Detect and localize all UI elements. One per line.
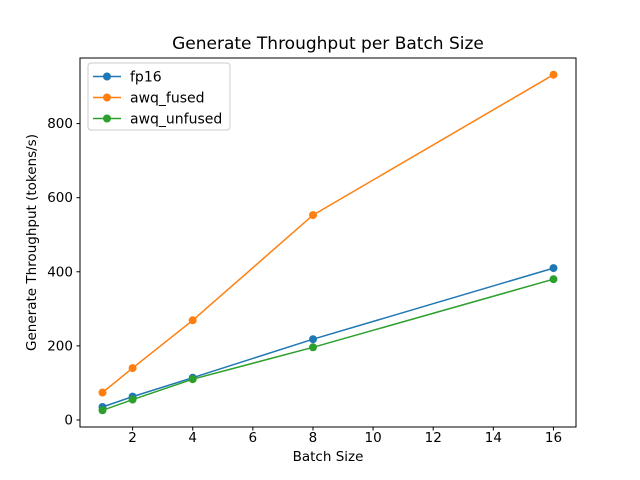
x-tick-label: 2 (128, 430, 137, 446)
axes-spines (79, 57, 577, 428)
plot-area: 2 4 6 8 10 12 14 16 0 200 400 600 800 fp16 awq_fusedaw… (47, 57, 577, 446)
legend-marker-sample (103, 114, 111, 123)
data-point-awq_fused (188, 316, 197, 325)
data-point-fp16 (309, 335, 317, 344)
data-point-awq_unfused (98, 406, 107, 415)
data-point-awq_fused (128, 364, 137, 373)
data-point-awq_fused (549, 70, 558, 79)
x-tick-label: 8 (309, 430, 318, 446)
legend-marker-sample (103, 93, 111, 102)
legend-entry-fp16: fp16 (130, 70, 162, 86)
data-point-awq_fused (309, 211, 317, 220)
legend-marker-sample (103, 72, 111, 81)
x-tick-label: 12 (425, 430, 442, 446)
data-point-awq_unfused (128, 395, 137, 404)
x-tick-label: 4 (188, 430, 197, 446)
data-point-awq_unfused (309, 343, 317, 352)
x-tick-label: 6 (249, 430, 258, 446)
chart-title: Generate Throughput per Batch Size (172, 34, 484, 54)
y-tick-label: 0 (64, 412, 73, 428)
legend-box (87, 62, 231, 131)
y-axis-label: Generate Throughput (tokens/s) (24, 134, 40, 351)
y-tick-label: 200 (47, 338, 73, 354)
y-tick-label: 600 (47, 190, 73, 206)
y-tick-label: 400 (47, 264, 73, 280)
series-line-awq_unfused (102, 278, 554, 412)
legend: fp16 awq_fused awq_unfused (87, 62, 231, 131)
x-axis-label: Batch Size (293, 449, 364, 465)
y-tick-label: 800 (47, 116, 73, 132)
legend-entry-awq_fused: awq_fused (130, 91, 205, 107)
x-tick-label: 16 (545, 430, 562, 446)
legend-entry-awq_unfused: awq_unfused (130, 112, 222, 128)
data-point-awq_unfused (549, 275, 558, 284)
x-tick-label: 10 (364, 430, 381, 446)
data-point-awq_unfused (188, 375, 197, 384)
x-tick-label: 14 (485, 430, 502, 446)
data-point-awq_fused (98, 388, 107, 397)
data-point-fp16 (549, 264, 558, 273)
